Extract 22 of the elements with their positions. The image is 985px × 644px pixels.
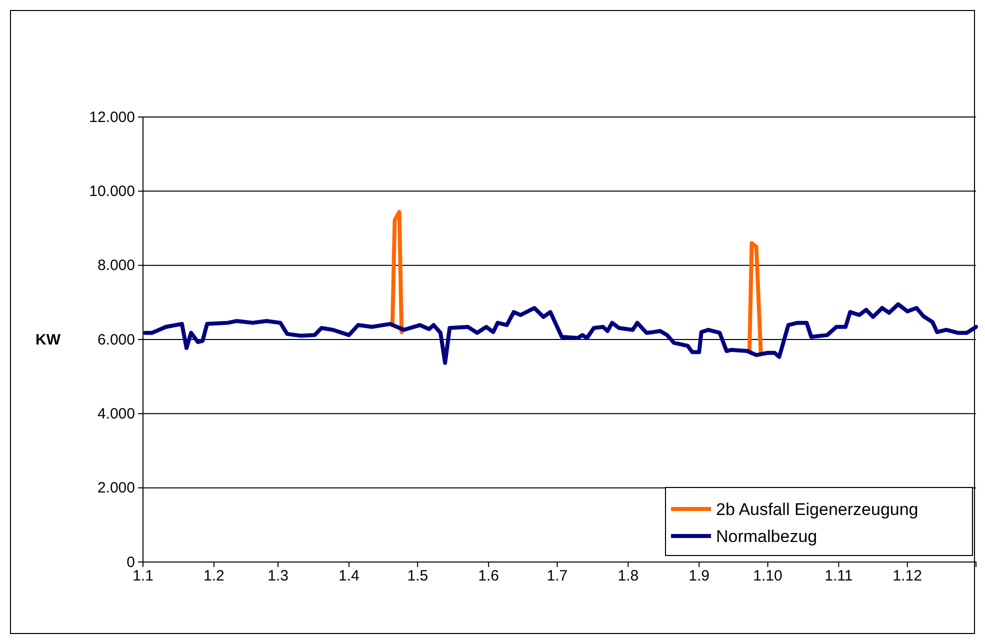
- x-tick-label: 1.5: [407, 568, 428, 585]
- x-tick-label: 1.12: [892, 568, 922, 585]
- legend-label: Normalbezug: [716, 527, 818, 546]
- x-tick-label: 1.6: [478, 568, 499, 585]
- y-tick-label: 0: [126, 554, 135, 571]
- x-tick-label: 1.8: [618, 568, 639, 585]
- x-tick-label: 1.1: [132, 568, 154, 585]
- x-tick-label: 1.2: [204, 568, 224, 585]
- x-tick-label: 1.7: [546, 568, 568, 585]
- y-tick-label: 8.000: [97, 257, 135, 274]
- y-tick-label: 2.000: [97, 480, 135, 497]
- x-tick-label: 1.10: [753, 568, 782, 585]
- x-tick-label: 1.11: [824, 568, 853, 585]
- y-tick-label: 6.000: [97, 331, 135, 348]
- y-axis-title: KW: [36, 332, 62, 348]
- y-tick-label: 12.000: [89, 108, 135, 126]
- x-tick-label: 1.3: [268, 568, 288, 585]
- x-tick-label: 1.4: [338, 568, 360, 585]
- legend-label: 2b Ausfall Eigenerzeugung: [716, 500, 918, 519]
- x-tick-label: 1.9: [688, 568, 710, 585]
- y-tick-label: 10.000: [89, 182, 135, 200]
- y-tick-label: 4.000: [97, 405, 135, 422]
